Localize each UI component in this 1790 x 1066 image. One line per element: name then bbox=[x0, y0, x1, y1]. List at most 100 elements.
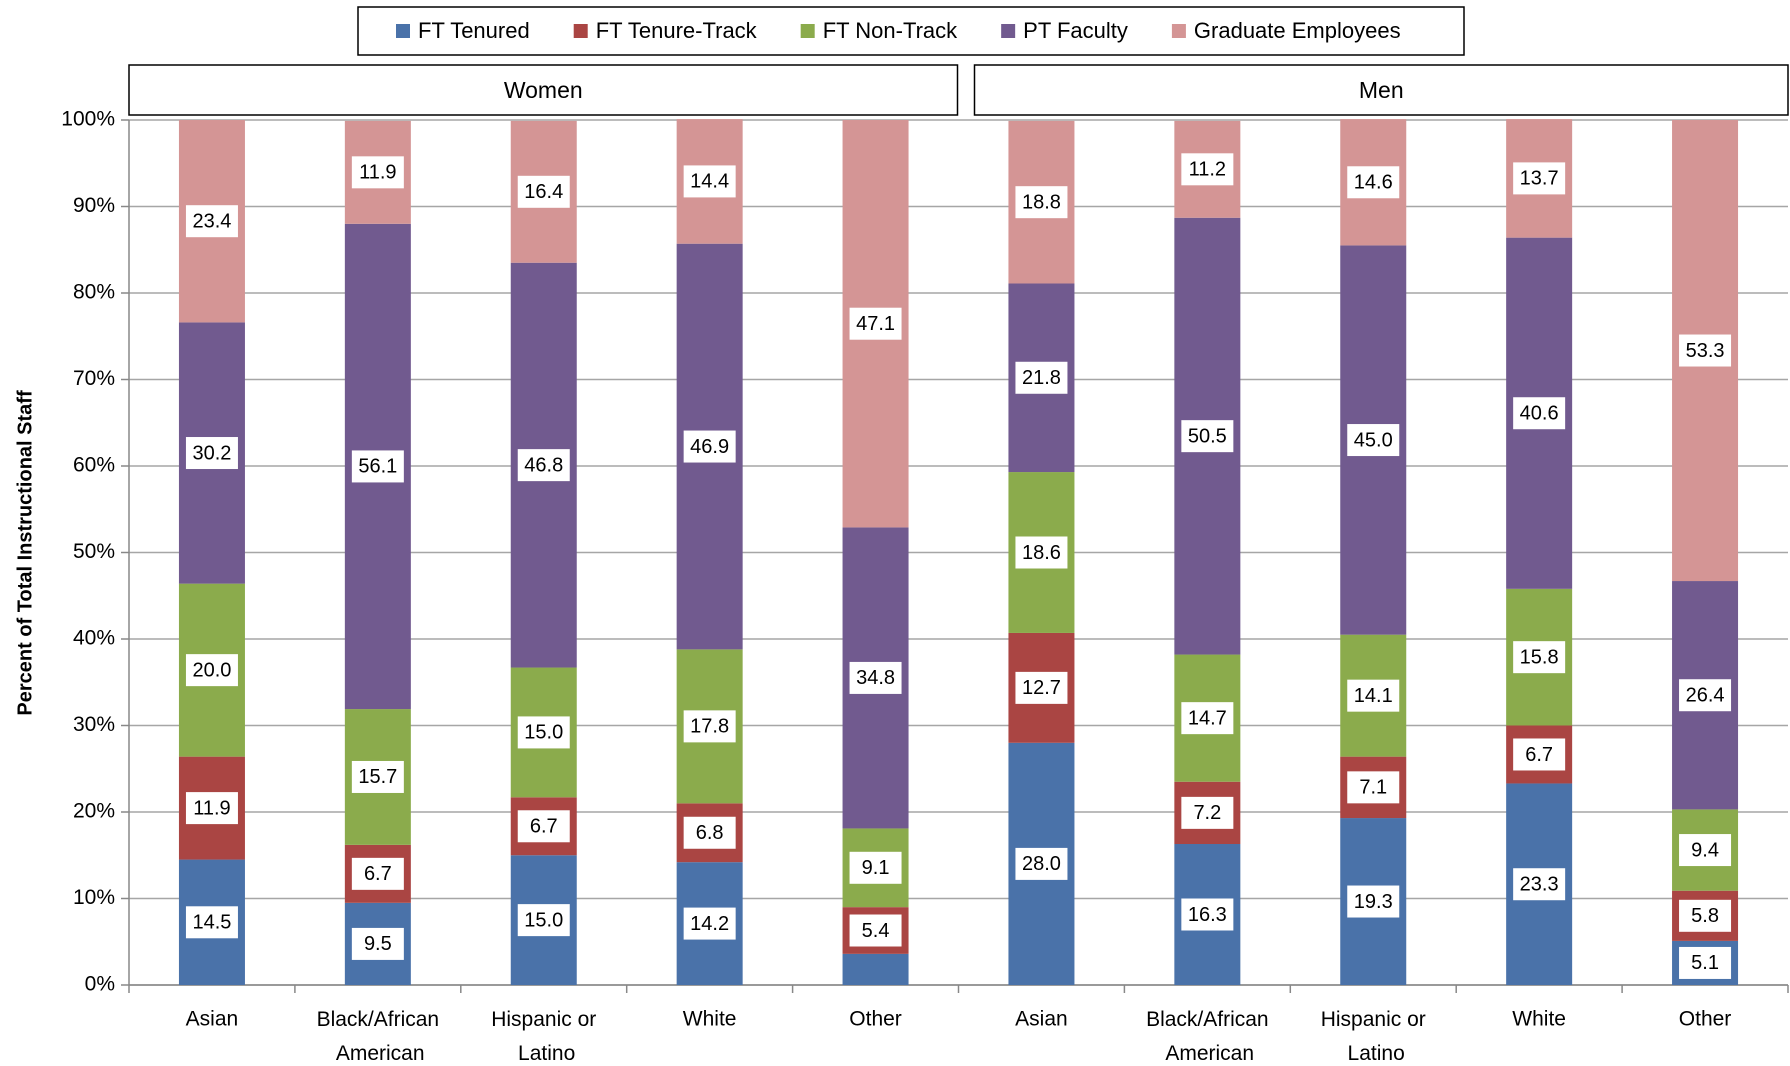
x-tick-label: Hispanic or Latino bbox=[1321, 1008, 1426, 1065]
data-label-box bbox=[1015, 186, 1068, 219]
data-label-box bbox=[1513, 738, 1566, 771]
x-tick-label: White bbox=[1512, 1008, 1566, 1031]
panel-header bbox=[128, 64, 959, 116]
data-label: 6.8 bbox=[696, 822, 724, 844]
data-label-box bbox=[517, 175, 570, 208]
data-label: 23.3 bbox=[1520, 874, 1559, 896]
x-tick-label-line: American bbox=[331, 1042, 424, 1065]
data-label: 5.1 bbox=[1691, 952, 1719, 974]
data-label-box bbox=[517, 810, 570, 843]
x-tick-label-line: Hispanic or bbox=[491, 1008, 596, 1031]
legend-swatch bbox=[1001, 24, 1016, 38]
data-label: 9.4 bbox=[1691, 839, 1719, 861]
data-label-box bbox=[1513, 641, 1566, 674]
data-label-box bbox=[1513, 397, 1566, 430]
data-label: 16.3 bbox=[1188, 904, 1227, 926]
data-label: 34.8 bbox=[856, 667, 895, 689]
data-label-box bbox=[1015, 361, 1068, 394]
data-label-box bbox=[1181, 153, 1234, 186]
data-label: 11.9 bbox=[193, 797, 230, 819]
data-label-box bbox=[683, 907, 736, 940]
panel-title: Men bbox=[1359, 77, 1404, 103]
data-label: 53.3 bbox=[1686, 340, 1725, 362]
legend-swatch bbox=[1171, 24, 1186, 38]
data-label: 5.8 bbox=[1691, 905, 1719, 927]
data-label-box bbox=[185, 654, 238, 687]
data-label-box bbox=[1181, 796, 1234, 829]
data-label: 47.1 bbox=[856, 313, 895, 335]
legend-label: FT Tenured bbox=[418, 18, 530, 43]
data-label-box bbox=[185, 792, 238, 825]
data-label-box bbox=[1347, 679, 1400, 712]
data-label-box bbox=[849, 914, 902, 947]
x-tick-label-line: Latino bbox=[1342, 1042, 1405, 1065]
x-tick-label-line: American bbox=[1161, 1042, 1254, 1065]
data-label-box bbox=[849, 851, 902, 884]
data-label: 11.9 bbox=[359, 162, 396, 184]
data-label: 15.8 bbox=[1520, 646, 1559, 668]
x-tick-label: Other bbox=[849, 1008, 902, 1031]
data-label: 14.6 bbox=[1354, 172, 1393, 194]
data-label-box bbox=[1513, 162, 1566, 195]
x-tick-label-line: Hispanic or bbox=[1321, 1008, 1426, 1031]
x-tick-label: Other bbox=[1679, 1008, 1732, 1031]
data-label-box bbox=[351, 927, 404, 960]
data-label: 28.0 bbox=[1022, 853, 1061, 875]
y-tick-label: 60% bbox=[73, 454, 115, 477]
data-label: 56.1 bbox=[358, 456, 397, 478]
data-label-box bbox=[1347, 424, 1400, 457]
x-tick-label: Asian bbox=[1015, 1008, 1068, 1031]
data-label-box bbox=[1347, 166, 1400, 199]
x-tick-label: Hispanic or Latino bbox=[491, 1008, 596, 1065]
data-label-box bbox=[683, 710, 736, 743]
y-tick-label: 10% bbox=[73, 886, 115, 909]
data-label-box bbox=[517, 716, 570, 749]
data-label-box bbox=[185, 437, 238, 470]
data-label-box bbox=[849, 307, 902, 340]
data-label: 46.8 bbox=[524, 454, 563, 476]
x-tick-label: White bbox=[683, 1008, 737, 1031]
data-label: 19.3 bbox=[1354, 891, 1393, 913]
data-label-box bbox=[185, 906, 238, 939]
data-label: 14.2 bbox=[690, 913, 729, 935]
data-label: 26.4 bbox=[1686, 685, 1725, 707]
data-label: 11.2 bbox=[1189, 159, 1226, 181]
legend-swatch bbox=[396, 24, 410, 38]
data-label: 6.7 bbox=[530, 816, 558, 838]
data-label: 5.4 bbox=[862, 920, 890, 942]
data-label: 18.6 bbox=[1022, 542, 1061, 564]
data-label-box bbox=[351, 857, 404, 890]
data-label-box bbox=[683, 165, 736, 198]
data-label-box bbox=[1181, 420, 1234, 453]
data-label-box bbox=[517, 904, 570, 937]
data-label-box bbox=[1015, 671, 1068, 704]
data-label-box bbox=[1181, 898, 1234, 931]
bar-segment bbox=[842, 953, 909, 985]
data-label: 12.7 bbox=[1022, 677, 1061, 699]
data-label: 7.1 bbox=[1359, 777, 1387, 799]
y-tick-label: 40% bbox=[73, 627, 115, 650]
legend-label: PT Faculty bbox=[1023, 18, 1128, 43]
y-tick-label: 50% bbox=[73, 540, 115, 563]
data-label-box bbox=[683, 816, 736, 849]
data-label-box bbox=[683, 430, 736, 463]
y-axis-label: Percent of Total Instructional Staff bbox=[14, 390, 36, 716]
data-label: 40.6 bbox=[1520, 403, 1559, 425]
data-label-box bbox=[517, 449, 570, 482]
legend-swatch bbox=[800, 24, 815, 38]
x-tick-label-line: Latino bbox=[512, 1042, 575, 1065]
x-tick-label: Black/African American bbox=[1146, 1008, 1269, 1065]
y-tick-label: 100% bbox=[61, 108, 115, 131]
data-label: 17.8 bbox=[690, 716, 729, 738]
y-tick-label: 0% bbox=[85, 973, 115, 996]
data-label: 9.1 bbox=[862, 857, 890, 879]
data-label-box bbox=[351, 450, 404, 483]
data-label-box bbox=[1679, 946, 1732, 979]
data-label: 45.0 bbox=[1354, 429, 1393, 451]
data-label: 14.5 bbox=[192, 912, 231, 934]
data-label: 46.9 bbox=[690, 436, 729, 458]
panel-header bbox=[973, 64, 1789, 116]
data-label-box bbox=[351, 760, 404, 793]
y-tick-label: 20% bbox=[73, 800, 115, 823]
data-label: 15.0 bbox=[524, 722, 563, 744]
